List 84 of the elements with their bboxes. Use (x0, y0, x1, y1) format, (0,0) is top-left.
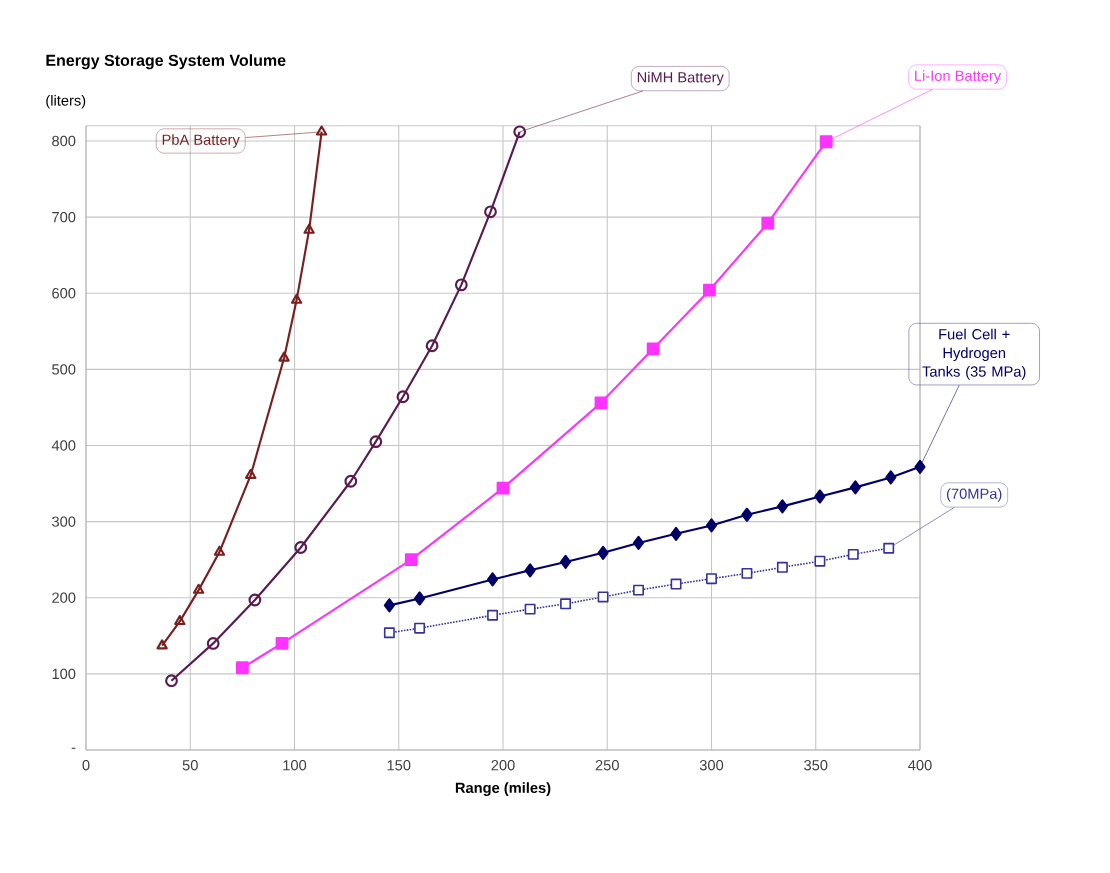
point (885, 470, 897, 485)
point (597, 545, 609, 560)
x-tick-label: 350 (804, 760, 828, 771)
x-tick-label: 400 (908, 760, 932, 771)
point (741, 507, 753, 522)
point (484, 205, 497, 219)
point (594, 396, 608, 410)
point (383, 598, 395, 613)
text: Fuel Cell + Hydrogen Tanks (35 MPa) (922, 328, 1026, 380)
x-tick-label: 300 (699, 760, 724, 771)
point (524, 563, 536, 578)
x-tick-label: 250 (595, 760, 619, 771)
point (294, 541, 308, 554)
y-tick-label: 200 (52, 592, 76, 603)
y-tick-label: - (71, 747, 76, 749)
point (192, 583, 205, 594)
point (414, 622, 426, 634)
point (290, 293, 303, 304)
point (513, 125, 527, 139)
point (425, 339, 439, 353)
point (487, 572, 499, 587)
point (383, 627, 395, 639)
y-tick-label: 800 (52, 135, 76, 147)
y-tick-label: 700 (52, 211, 76, 223)
y-tick-label: 500 (52, 364, 76, 375)
point (487, 609, 499, 621)
x-tick-label: 0 (82, 760, 90, 771)
text: (70MPa) (946, 488, 1002, 502)
point (632, 535, 645, 550)
x-axis-title: Range (miles) (455, 782, 551, 796)
point (670, 578, 682, 590)
point (741, 567, 753, 579)
point (344, 474, 358, 488)
point (235, 661, 249, 675)
point (165, 674, 178, 688)
point (275, 637, 289, 650)
point (454, 278, 468, 292)
y-tick-label: 300 (52, 516, 76, 527)
chart-title: Energy Storage System Volume (46, 54, 286, 70)
point (315, 125, 328, 136)
point (156, 639, 168, 650)
point (396, 390, 410, 404)
y-tick-label: 100 (52, 668, 76, 680)
y-axis-title: (liters) (46, 94, 86, 109)
point (245, 468, 257, 479)
x-tick-label: 200 (491, 760, 515, 771)
point (705, 518, 718, 533)
point (849, 480, 861, 495)
point (814, 489, 826, 504)
point (883, 542, 895, 554)
point (414, 591, 426, 606)
y-tick-label: 400 (51, 440, 76, 451)
point (303, 223, 315, 234)
point (670, 526, 682, 541)
point (524, 603, 536, 615)
text: NiMH Battery (637, 71, 724, 86)
x-tick-label: 50 (182, 760, 198, 771)
point (560, 598, 572, 610)
point (706, 573, 717, 585)
point (914, 459, 926, 474)
point (278, 351, 290, 362)
point (496, 481, 510, 495)
text: Li-Ion Battery (915, 70, 1002, 84)
point (703, 283, 716, 297)
point (633, 584, 644, 596)
point (819, 135, 833, 149)
point (369, 435, 383, 449)
point (776, 499, 788, 514)
point (404, 553, 418, 567)
point (174, 614, 186, 626)
x-tick-label: 100 (283, 760, 307, 771)
point (213, 545, 226, 556)
y-tick-label: 600 (52, 288, 76, 299)
point (814, 555, 826, 567)
point (597, 591, 609, 603)
point (559, 554, 572, 570)
point (761, 216, 775, 230)
point (847, 548, 859, 560)
point (646, 342, 660, 356)
point (248, 593, 262, 607)
point (206, 637, 220, 650)
x-tick-label: 150 (387, 760, 411, 771)
point (776, 561, 788, 573)
text: PbA Battery (162, 134, 240, 148)
